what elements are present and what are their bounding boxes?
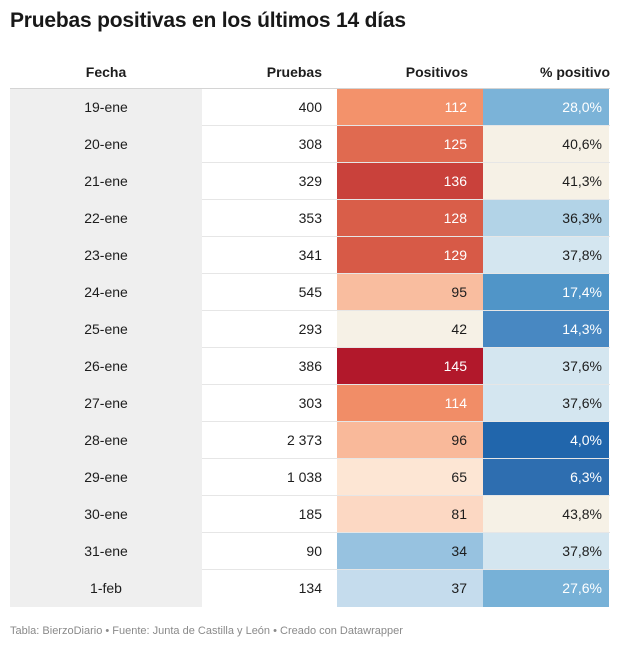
cell-porcentaje: 40,6% — [483, 126, 609, 163]
cell-positivos: 125 — [337, 126, 483, 163]
cell-pruebas: 341 — [298, 247, 322, 263]
cell-fecha: 21-ene — [10, 163, 202, 200]
row-divider — [202, 273, 610, 274]
table-row: 29-ene 1 038 65 6,3% — [10, 459, 610, 496]
cell-porcentaje: 6,3% — [483, 459, 609, 496]
cell-porcentaje: 41,3% — [483, 163, 609, 200]
table-row: 1-feb 134 37 27,6% — [10, 570, 610, 607]
row-divider — [202, 384, 610, 385]
cell-pruebas: 2 373 — [286, 432, 322, 448]
table-body: 19-ene 400 112 28,0% 20-ene 308 125 40,6% 21-ene… — [10, 89, 610, 607]
cell-porcentaje: 43,8% — [483, 496, 609, 533]
cell-fecha: 20-ene — [10, 126, 202, 163]
cell-porcentaje: 28,0% — [483, 89, 609, 126]
cell-pruebas: 308 — [298, 136, 322, 152]
cell-porcentaje: 37,6% — [483, 348, 609, 385]
column-header-positivos: Positivos — [405, 64, 468, 80]
column-header-pruebas: Pruebas — [266, 64, 322, 80]
table-row: 19-ene 400 112 28,0% — [10, 89, 610, 126]
cell-porcentaje: 37,8% — [483, 237, 609, 274]
cell-porcentaje: 27,6% — [483, 570, 609, 607]
cell-fecha: 23-ene — [10, 237, 202, 274]
cell-fecha: 1-feb — [10, 570, 202, 607]
cell-pruebas: 185 — [298, 506, 322, 522]
table-row: 25-ene 293 42 14,3% — [10, 311, 610, 348]
cell-pruebas: 400 — [298, 99, 322, 115]
table-row: 27-ene 303 114 37,6% — [10, 385, 610, 422]
cell-positivos: 145 — [337, 348, 483, 385]
row-divider — [202, 421, 610, 422]
row-divider — [202, 569, 610, 570]
cell-positivos: 34 — [337, 533, 483, 570]
cell-positivos: 81 — [337, 496, 483, 533]
table-row: 20-ene 308 125 40,6% — [10, 126, 610, 163]
cell-fecha: 30-ene — [10, 496, 202, 533]
cell-fecha: 29-ene — [10, 459, 202, 496]
table-row: 30-ene 185 81 43,8% — [10, 496, 610, 533]
cell-fecha: 26-ene — [10, 348, 202, 385]
header-divider — [10, 88, 610, 89]
row-divider — [202, 162, 610, 163]
cell-fecha: 22-ene — [10, 200, 202, 237]
table-row: 21-ene 329 136 41,3% — [10, 163, 610, 200]
cell-pruebas: 90 — [306, 543, 322, 559]
column-header-fecha: Fecha — [85, 64, 127, 80]
cell-fecha: 31-ene — [10, 533, 202, 570]
cell-porcentaje: 36,3% — [483, 200, 609, 237]
row-divider — [202, 125, 610, 126]
row-divider — [202, 199, 610, 200]
cell-positivos: 96 — [337, 422, 483, 459]
cell-pruebas: 353 — [298, 210, 322, 226]
cell-fecha: 27-ene — [10, 385, 202, 422]
cell-positivos: 42 — [337, 311, 483, 348]
cell-porcentaje: 14,3% — [483, 311, 609, 348]
table-row: 31-ene 90 34 37,8% — [10, 533, 610, 570]
cell-pruebas: 134 — [298, 580, 322, 596]
table-row: 28-ene 2 373 96 4,0% — [10, 422, 610, 459]
cell-porcentaje: 17,4% — [483, 274, 609, 311]
cell-positivos: 136 — [337, 163, 483, 200]
cell-pruebas: 293 — [298, 321, 322, 337]
row-divider — [202, 347, 610, 348]
cell-positivos: 37 — [337, 570, 483, 607]
table-row: 24-ene 545 95 17,4% — [10, 274, 610, 311]
cell-porcentaje: 37,8% — [483, 533, 609, 570]
cell-positivos: 114 — [337, 385, 483, 422]
row-divider — [202, 236, 610, 237]
cell-positivos: 95 — [337, 274, 483, 311]
cell-pruebas: 329 — [298, 173, 322, 189]
cell-positivos: 129 — [337, 237, 483, 274]
row-divider — [202, 495, 610, 496]
cell-porcentaje: 37,6% — [483, 385, 609, 422]
row-divider — [202, 458, 610, 459]
cell-porcentaje: 4,0% — [483, 422, 609, 459]
cell-positivos: 128 — [337, 200, 483, 237]
cell-fecha: 28-ene — [10, 422, 202, 459]
column-header-porcentaje: % positivo — [539, 64, 610, 80]
table-row: 22-ene 353 128 36,3% — [10, 200, 610, 237]
row-divider — [202, 532, 610, 533]
cell-pruebas: 303 — [298, 395, 322, 411]
cell-fecha: 19-ene — [10, 89, 202, 126]
cell-pruebas: 386 — [298, 358, 322, 374]
cell-pruebas: 545 — [298, 284, 322, 300]
cell-positivos: 65 — [337, 459, 483, 496]
table-row: 23-ene 341 129 37,8% — [10, 237, 610, 274]
cell-fecha: 25-ene — [10, 311, 202, 348]
chart-title: Pruebas positivas en los últimos 14 días — [10, 9, 406, 32]
table-row: 26-ene 386 145 37,6% — [10, 348, 610, 385]
cell-pruebas: 1 038 — [286, 469, 322, 485]
cell-fecha: 24-ene — [10, 274, 202, 311]
row-divider — [202, 310, 610, 311]
chart-footer: Tabla: BierzoDiario • Fuente: Junta de C… — [10, 625, 403, 637]
cell-positivos: 112 — [337, 89, 483, 126]
